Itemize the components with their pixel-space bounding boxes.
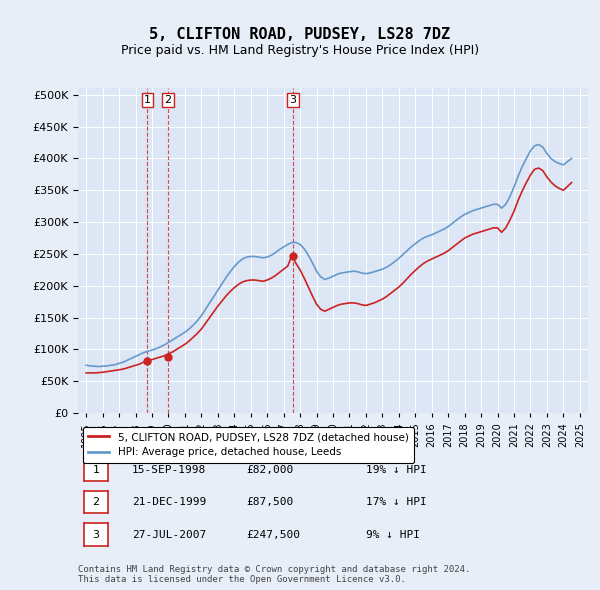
Text: 3: 3 bbox=[92, 530, 100, 539]
Text: 9% ↓ HPI: 9% ↓ HPI bbox=[366, 530, 420, 539]
Text: Contains HM Land Registry data © Crown copyright and database right 2024.
This d: Contains HM Land Registry data © Crown c… bbox=[78, 565, 470, 584]
Text: £82,000: £82,000 bbox=[246, 465, 293, 474]
Text: £87,500: £87,500 bbox=[246, 497, 293, 507]
Text: 27-JUL-2007: 27-JUL-2007 bbox=[132, 530, 206, 539]
Text: 1: 1 bbox=[144, 95, 151, 105]
Text: 2: 2 bbox=[164, 95, 172, 105]
Text: Price paid vs. HM Land Registry's House Price Index (HPI): Price paid vs. HM Land Registry's House … bbox=[121, 44, 479, 57]
Text: 1: 1 bbox=[92, 465, 100, 474]
Text: 17% ↓ HPI: 17% ↓ HPI bbox=[366, 497, 427, 507]
Text: £247,500: £247,500 bbox=[246, 530, 300, 539]
Legend: 5, CLIFTON ROAD, PUDSEY, LS28 7DZ (detached house), HPI: Average price, detached: 5, CLIFTON ROAD, PUDSEY, LS28 7DZ (detac… bbox=[83, 427, 413, 463]
Text: 3: 3 bbox=[290, 95, 296, 105]
Text: 2: 2 bbox=[92, 497, 100, 507]
Text: 5, CLIFTON ROAD, PUDSEY, LS28 7DZ: 5, CLIFTON ROAD, PUDSEY, LS28 7DZ bbox=[149, 27, 451, 41]
Text: 19% ↓ HPI: 19% ↓ HPI bbox=[366, 465, 427, 474]
Text: 15-SEP-1998: 15-SEP-1998 bbox=[132, 465, 206, 474]
Text: 21-DEC-1999: 21-DEC-1999 bbox=[132, 497, 206, 507]
